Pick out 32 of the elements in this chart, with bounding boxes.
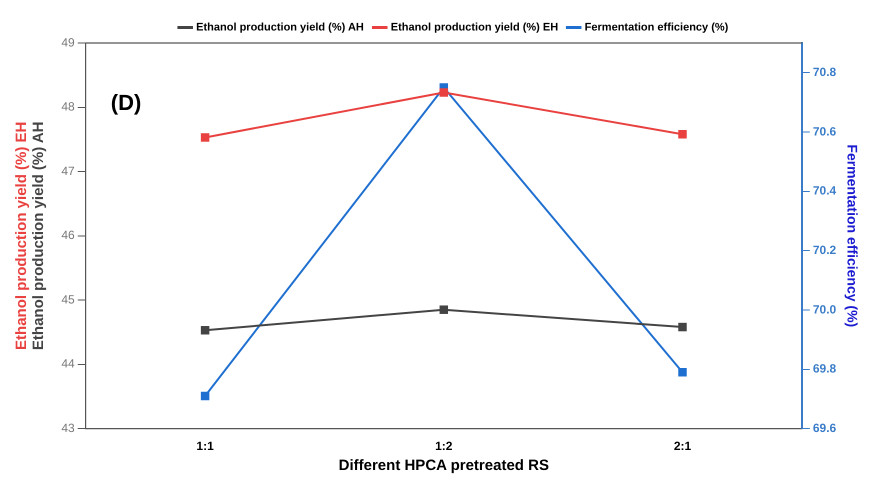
y2-tick-label: 70.2 (812, 242, 837, 257)
point (678, 322, 687, 332)
x-tick-label: 1:2 (435, 439, 453, 454)
y-tick-label: 45 (61, 292, 76, 306)
y-tick-label: 49 (61, 35, 76, 50)
point (440, 305, 448, 314)
x-axis-title: Different HPCA pretreated RS (338, 457, 549, 474)
point (200, 133, 210, 142)
y2-tick-label: 70.4 (812, 184, 837, 198)
y-tick-label: 47 (61, 164, 76, 178)
y2-tick-label: 69.8 (812, 362, 837, 376)
point (678, 130, 687, 138)
y2-tick-label: 70.6 (812, 124, 837, 138)
y-tick-label: 43 (61, 420, 76, 435)
point (200, 392, 210, 400)
point (200, 326, 210, 335)
point (678, 368, 687, 376)
legend-label: Ethanol production yield (%) EH (390, 22, 558, 34)
y2-tick-label: 69.6 (812, 420, 837, 435)
y2-axis-title: Fermentation efficiency (%) (844, 144, 861, 328)
x-tick-label: 1:1 (196, 439, 214, 454)
legend-label: Fermentation efficiency (%) (584, 22, 729, 34)
legend-label: Ethanol production yield (%) AH (196, 22, 364, 34)
point (440, 88, 448, 97)
y-tick-label: 48 (61, 100, 76, 114)
y-axis-title: Ethanol production yield (%) EH Ethanol production yield (%) AH (13, 121, 48, 350)
y2-tick-label: 70.8 (812, 64, 837, 79)
x-tick-label: 2:1 (674, 439, 692, 454)
y-tick-label: 46 (61, 228, 76, 242)
annotation: (D) (110, 90, 142, 116)
y2-tick-label: 70.0 (812, 302, 837, 316)
y-tick-label: 44 (61, 356, 76, 371)
